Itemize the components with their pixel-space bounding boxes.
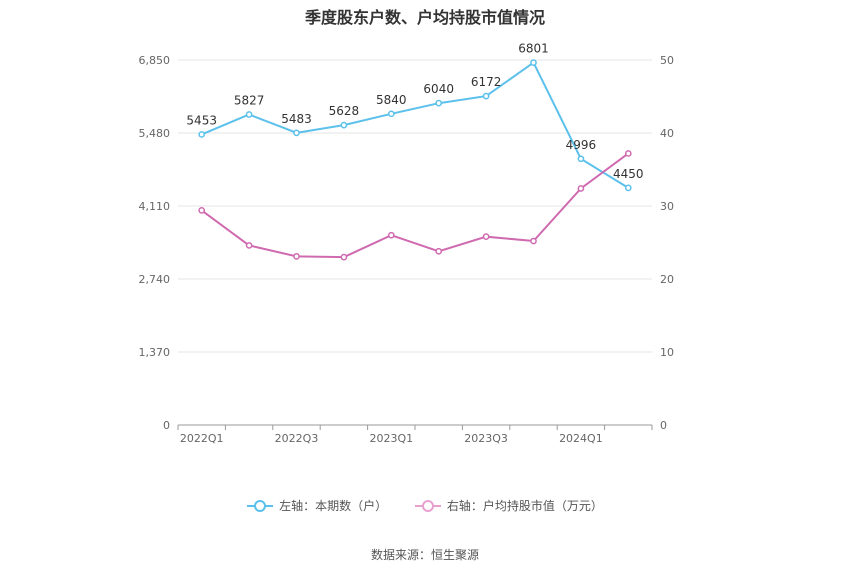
data-point-left — [387, 110, 395, 118]
y-left-tick-label: 0 — [163, 419, 170, 432]
data-point-right — [340, 253, 348, 261]
data-point-left — [293, 129, 300, 137]
data-label: 6040 — [423, 82, 454, 96]
data-point-right — [624, 150, 632, 157]
y-left-tick-label: 4,110 — [139, 200, 171, 213]
data-point-right — [435, 247, 443, 255]
x-tick-label: 2024Q1 — [559, 432, 603, 445]
legend-item-right[interactable]: 右轴：户均持股市值（万元） — [414, 497, 603, 514]
data-source: 数据来源：恒生聚源 — [370, 548, 479, 562]
data-label: 6801 — [518, 42, 549, 56]
x-tick-label: 2023Q3 — [464, 432, 508, 445]
y-right-tick-label: 10 — [660, 346, 674, 359]
data-point-right — [530, 237, 537, 245]
data-label: 6172 — [471, 75, 502, 89]
data-label: 4996 — [566, 138, 597, 152]
data-point-right — [245, 242, 253, 249]
data-label: 5827 — [234, 94, 265, 108]
data-point-left — [435, 99, 443, 107]
data-point-left — [624, 184, 632, 192]
legend: 左轴：本期数（户） 右轴：户均持股市值（万元） — [0, 497, 850, 515]
x-tick-label: 2023Q1 — [369, 432, 413, 445]
data-label: 4450 — [613, 167, 644, 181]
series-line-left — [201, 61, 629, 189]
legend-marker-left-icon — [247, 499, 274, 512]
data-point-left — [245, 111, 253, 118]
data-label: 5628 — [329, 104, 360, 118]
data-point-left — [482, 92, 490, 100]
y-right-tick-label: 20 — [660, 273, 674, 286]
y-left-tick-label: 1,370 — [139, 346, 171, 359]
data-point-left — [198, 131, 206, 138]
data-label: 5840 — [376, 93, 407, 107]
data-point-left — [530, 59, 537, 66]
data-point-right — [577, 185, 585, 192]
y-right-tick-label: 40 — [660, 127, 674, 140]
data-point-right — [482, 233, 490, 241]
data-label: 5453 — [186, 113, 217, 127]
x-tick-label: 2022Q1 — [180, 432, 224, 445]
y-left-tick-label: 5,480 — [139, 127, 171, 140]
x-tick-label: 2022Q3 — [275, 432, 319, 445]
data-point-right — [198, 207, 206, 214]
data-point-right — [387, 231, 395, 239]
data-point-left — [577, 155, 585, 163]
series-line-right — [201, 152, 629, 259]
legend-label-right: 右轴：户均持股市值（万元） — [446, 499, 603, 513]
y-left-tick-label: 2,740 — [139, 273, 171, 286]
y-right-tick-label: 50 — [660, 54, 674, 67]
data-label: 5483 — [281, 112, 312, 126]
chart-title: 季度股东户数、户均持股市值情况 — [304, 8, 545, 27]
legend-label-left: 左轴：本期数（户） — [279, 499, 388, 513]
y-right-tick-label: 0 — [660, 419, 667, 432]
legend-item-left[interactable]: 左轴：本期数（户） — [247, 497, 387, 514]
data-point-right — [293, 253, 300, 260]
data-point-left — [340, 121, 348, 129]
legend-marker-right-icon — [414, 499, 441, 512]
y-left-tick-label: 6,850 — [139, 54, 171, 67]
y-right-tick-label: 30 — [660, 200, 674, 213]
